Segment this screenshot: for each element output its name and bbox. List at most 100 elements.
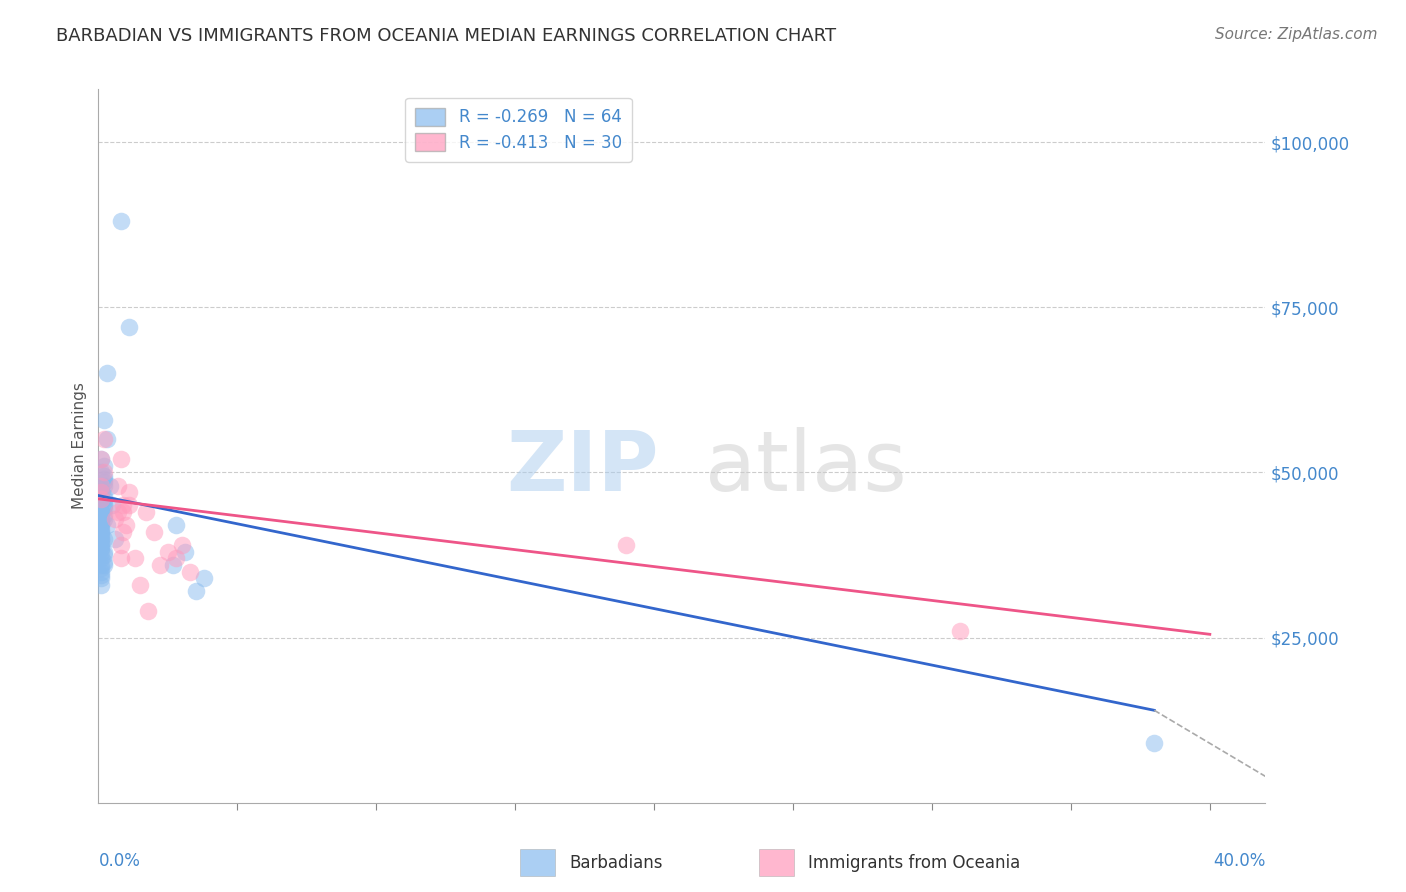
Point [93, 545, 115, 559]
Point [90, 541, 112, 556]
Point [90, 485, 112, 500]
Point [124, 551, 146, 566]
Point [193, 571, 215, 585]
Point [96, 367, 118, 381]
Point [93, 532, 115, 546]
Point [93, 489, 115, 503]
Point [90, 561, 112, 575]
Point [93, 412, 115, 426]
Point [90, 534, 112, 549]
Text: BARBADIAN VS IMMIGRANTS FROM OCEANIA MEDIAN EARNINGS CORRELATION CHART: BARBADIAN VS IMMIGRANTS FROM OCEANIA MED… [56, 27, 837, 45]
Point [98, 478, 121, 492]
Point [93, 458, 115, 473]
Point [184, 584, 207, 599]
Point [90, 485, 112, 500]
Point [135, 505, 157, 519]
Point [90, 565, 112, 579]
Point [138, 604, 160, 618]
Point [90, 524, 112, 539]
Point [112, 524, 135, 539]
Point [93, 491, 115, 506]
Point [93, 472, 115, 486]
Point [90, 518, 112, 533]
Point [112, 499, 135, 513]
Point [90, 485, 112, 500]
Point [107, 505, 129, 519]
Point [90, 571, 112, 585]
Point [104, 532, 127, 546]
Point [93, 499, 115, 513]
Point [93, 555, 115, 569]
Text: 40.0%: 40.0% [1213, 852, 1265, 870]
Point [165, 518, 187, 533]
Point [90, 524, 112, 539]
Point [90, 466, 112, 480]
Text: ZIP: ZIP [506, 427, 658, 508]
Y-axis label: Median Earnings: Median Earnings [72, 383, 87, 509]
Point [90, 505, 112, 519]
Point [162, 558, 184, 572]
Text: Source: ZipAtlas.com: Source: ZipAtlas.com [1215, 27, 1378, 42]
Point [104, 511, 127, 525]
Point [90, 567, 112, 582]
Text: atlas: atlas [706, 427, 907, 508]
Point [90, 551, 112, 566]
Point [90, 532, 112, 546]
Point [90, 541, 112, 556]
Point [93, 478, 115, 492]
Point [90, 491, 112, 506]
Point [110, 214, 132, 228]
Point [90, 511, 112, 525]
Point [90, 518, 112, 533]
Point [110, 452, 132, 467]
Point [118, 499, 141, 513]
Point [143, 524, 166, 539]
Point [96, 433, 118, 447]
Text: 0.0%: 0.0% [98, 852, 141, 870]
Point [90, 538, 112, 552]
Point [93, 511, 115, 525]
Point [96, 518, 118, 533]
Point [90, 522, 112, 536]
Point [90, 452, 112, 467]
Point [90, 545, 112, 559]
Point [90, 558, 112, 572]
Point [170, 538, 193, 552]
Point [90, 452, 112, 467]
Point [93, 468, 115, 483]
Point [90, 495, 112, 509]
Point [90, 528, 112, 542]
Point [93, 501, 115, 516]
Point [93, 475, 115, 490]
Point [110, 551, 132, 566]
Point [173, 545, 195, 559]
Point [90, 515, 112, 529]
Point [90, 491, 112, 506]
Point [90, 511, 112, 525]
Point [93, 466, 115, 480]
Point [112, 505, 135, 519]
Point [614, 538, 637, 552]
Point [93, 558, 115, 572]
Point [118, 485, 141, 500]
Point [90, 532, 112, 546]
Point [179, 565, 201, 579]
Point [90, 505, 112, 519]
Point [107, 478, 129, 492]
Point [110, 538, 132, 552]
Point [101, 499, 124, 513]
Point [90, 578, 112, 592]
Point [118, 320, 141, 334]
Point [90, 482, 112, 496]
Point [93, 433, 115, 447]
Point [93, 508, 115, 523]
Text: Barbadians: Barbadians [569, 854, 664, 871]
Point [148, 558, 170, 572]
Point [129, 578, 152, 592]
Point [165, 551, 187, 566]
Text: Immigrants from Oceania: Immigrants from Oceania [808, 854, 1021, 871]
Point [1143, 736, 1166, 750]
Point [93, 548, 115, 562]
Point [156, 545, 179, 559]
Point [90, 478, 112, 492]
